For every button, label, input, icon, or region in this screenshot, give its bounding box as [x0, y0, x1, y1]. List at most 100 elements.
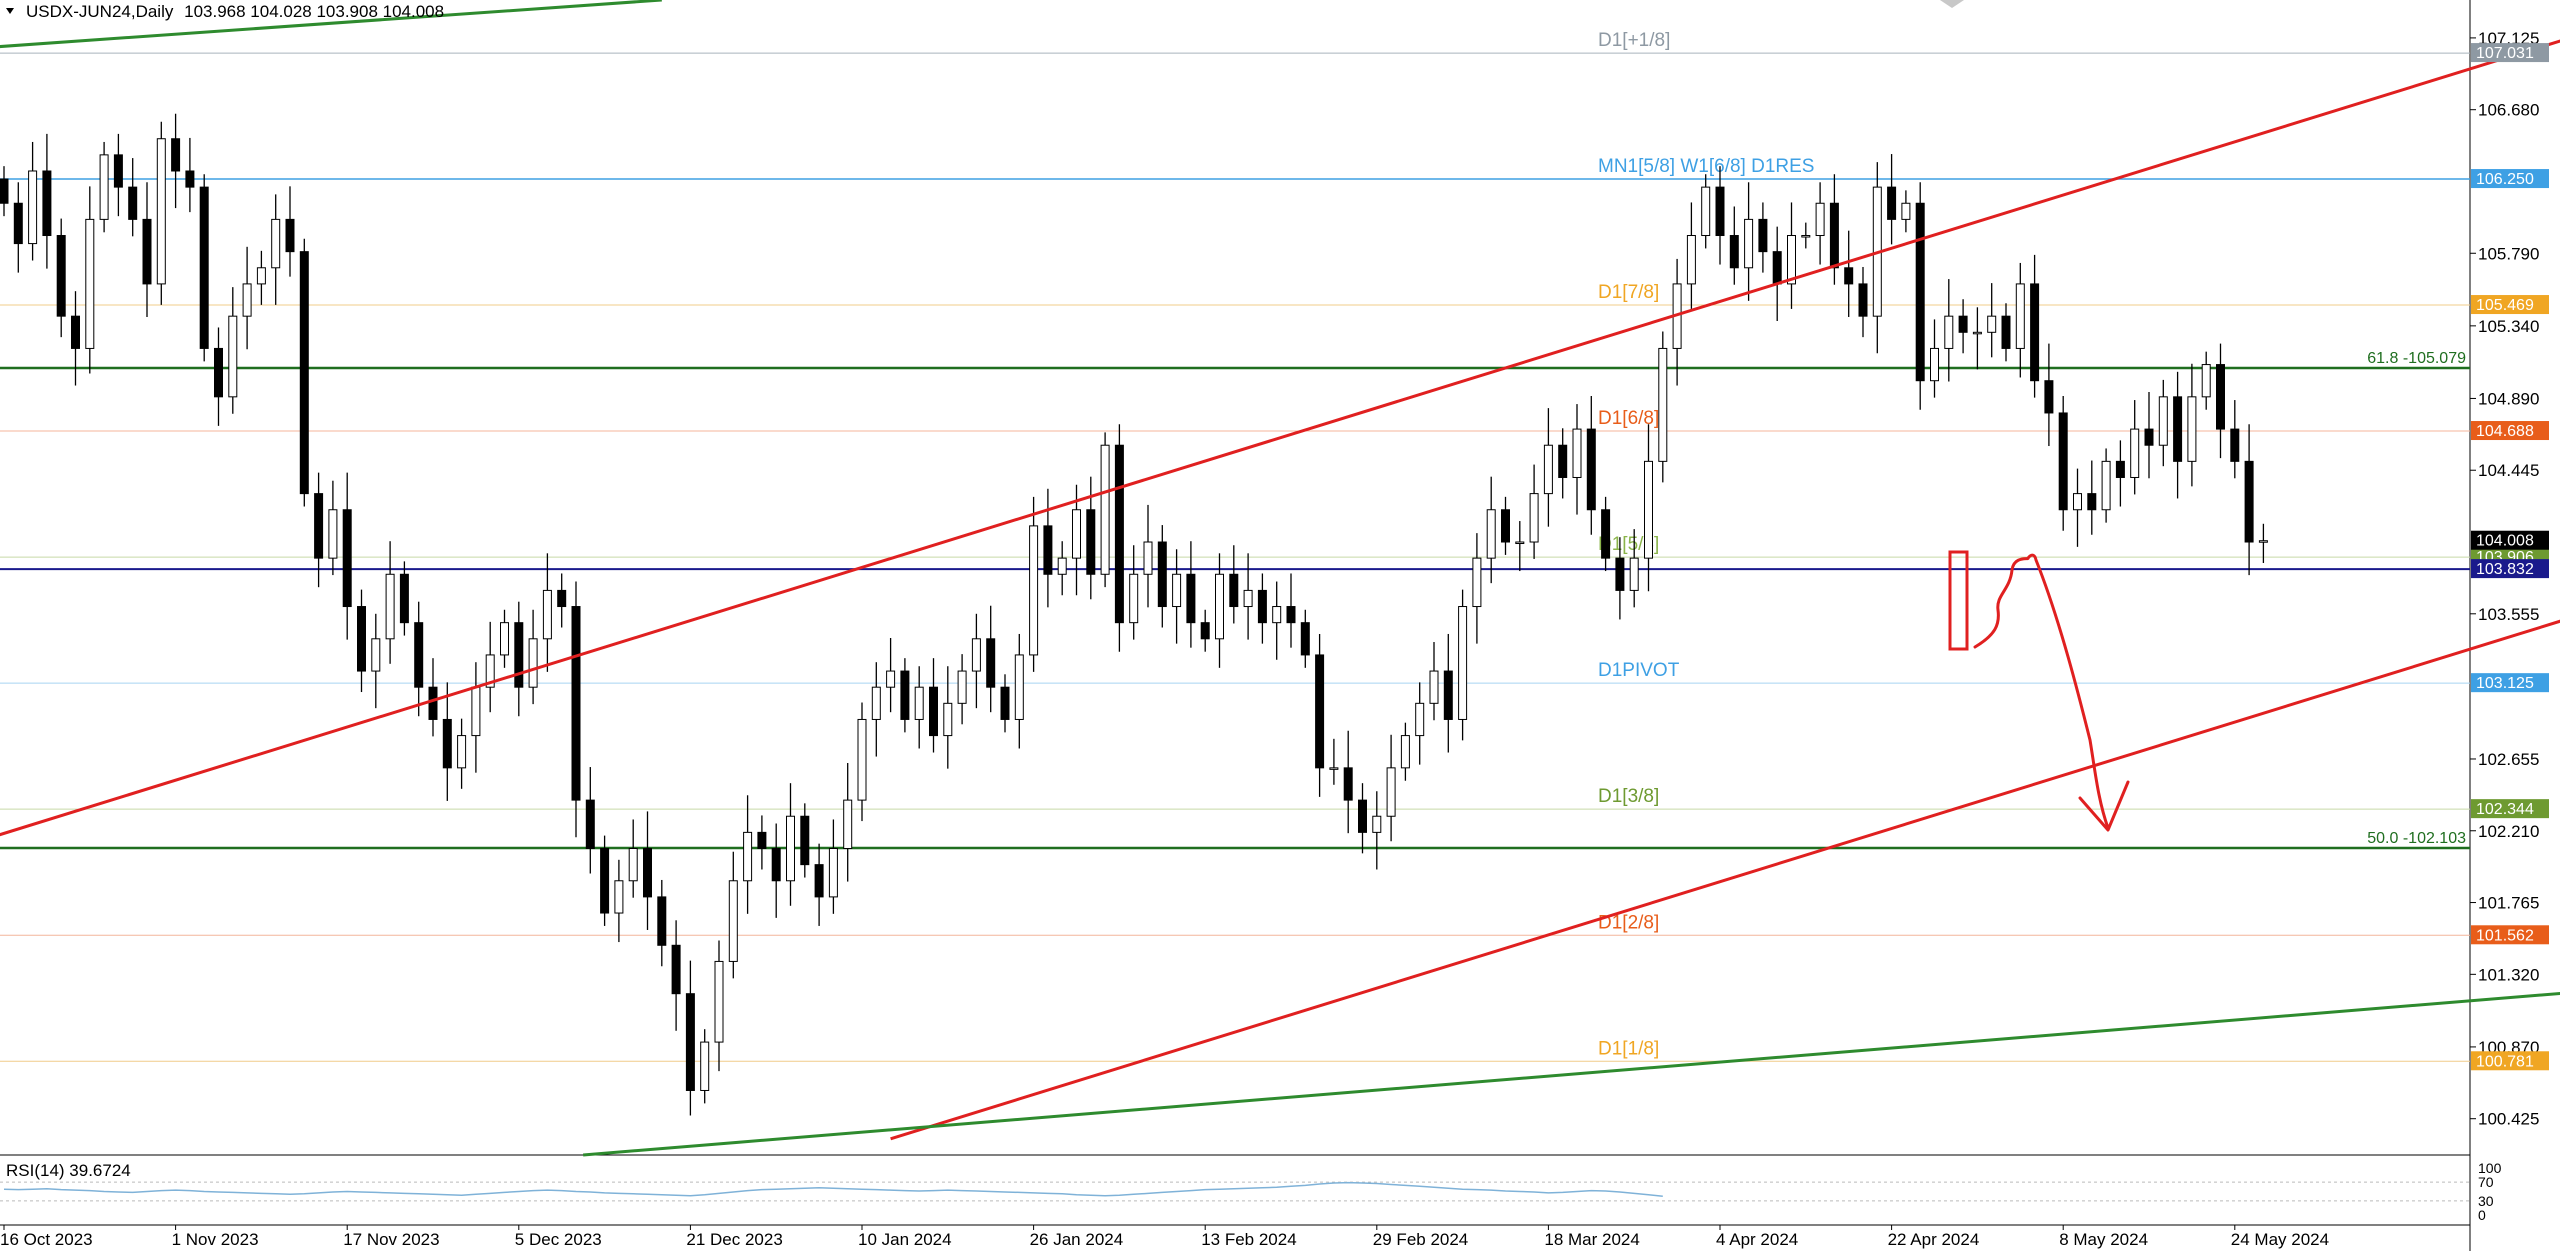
mm-level-label: D1[2/8] — [1598, 912, 1659, 933]
candle-body — [1501, 509, 1510, 543]
rsi-level-label: 30 — [2478, 1193, 2494, 1209]
candle-body — [771, 848, 781, 882]
candle-body — [1157, 541, 1167, 608]
candle-body — [85, 218, 95, 349]
candle-body — [142, 218, 152, 285]
candle-body — [128, 186, 138, 220]
candle-body — [1972, 331, 1982, 335]
candle-body — [2044, 380, 2054, 414]
candle-body — [628, 848, 638, 882]
ohlc-values: 103.968 104.028 103.908 104.008 — [184, 2, 444, 21]
candle-body — [1229, 573, 1239, 608]
candle-body — [743, 831, 753, 882]
candle-body — [1400, 735, 1410, 769]
candle-body — [700, 1041, 710, 1091]
candle-body — [1515, 541, 1525, 545]
price-tag-text: 107.031 — [2476, 45, 2534, 62]
candle-body — [871, 686, 881, 720]
candle-body — [1086, 509, 1096, 575]
y-tick-label: 104.445 — [2478, 461, 2539, 480]
candle-body — [914, 686, 924, 720]
candle-body — [1801, 235, 1811, 238]
candle-body — [2230, 428, 2240, 462]
candle-body — [2001, 315, 2011, 349]
candle-body — [2144, 428, 2154, 446]
y-tick-label: 103.555 — [2478, 605, 2539, 624]
candle-body — [1343, 767, 1353, 801]
candle-body — [1458, 606, 1468, 720]
candle-body — [2015, 283, 2025, 349]
rsi-level-label: 100 — [2478, 1160, 2502, 1176]
candle-body — [1887, 186, 1897, 220]
candle-body — [357, 606, 366, 672]
candle-body — [1272, 606, 1282, 624]
candle-body — [1586, 428, 1596, 511]
candle-body — [585, 799, 595, 850]
candle-body — [757, 831, 767, 850]
candle-body — [271, 218, 281, 269]
candle-body — [1014, 654, 1024, 720]
candle-body — [2187, 396, 2197, 462]
forecast-box — [1948, 550, 1969, 651]
candle-body — [1100, 444, 1110, 575]
price-tag-bg — [2471, 530, 2549, 550]
candle-body — [1930, 347, 1939, 382]
rsi-line — [3, 1181, 1663, 1197]
collapse-triangle-icon[interactable] — [6, 8, 14, 14]
candle-body — [1243, 589, 1253, 608]
candle-body — [1829, 202, 1839, 269]
candle-body — [1315, 654, 1325, 769]
candle-body — [500, 622, 509, 656]
price-tags: 107.031106.250105.469104.688103.906103.1… — [2471, 43, 2549, 1071]
candle-body — [314, 493, 324, 559]
x-tick-label: 10 Jan 2024 — [858, 1230, 952, 1249]
candle-body — [1358, 799, 1367, 833]
candle-body — [685, 993, 695, 1091]
candle-body — [814, 864, 824, 898]
x-tick-label: 18 Mar 2024 — [1544, 1230, 1639, 1249]
candle-body — [843, 799, 853, 850]
y-tick-label: 100.425 — [2478, 1110, 2539, 1129]
y-tick-label: 101.765 — [2478, 894, 2539, 913]
candle-body — [1629, 557, 1639, 591]
candle-body — [786, 815, 795, 882]
candle-body — [2101, 460, 2111, 511]
trendlines[interactable] — [0, 0, 2560, 1157]
candle-body — [657, 896, 667, 946]
mm-level-label: D1PIVOT — [1598, 660, 1680, 681]
y-tick-label: 105.340 — [2478, 317, 2539, 336]
y-tick-label: 105.790 — [2478, 244, 2539, 263]
candle-body — [1844, 267, 1854, 285]
candle-body — [857, 718, 867, 801]
time-axis[interactable]: 16 Oct 2023 1 Nov 2023 17 Nov 2023 5 Dec 20… — [0, 1225, 2329, 1249]
fib-level-label: 50.0 -102.103 — [2367, 830, 2466, 847]
candle-body — [1543, 444, 1553, 495]
candle-body — [99, 154, 109, 220]
candle-body — [1114, 444, 1124, 624]
candle-body — [1386, 767, 1396, 817]
candle-body — [528, 638, 538, 688]
candle-body — [1215, 573, 1224, 640]
x-tick-label: 24 May 2024 — [2231, 1230, 2329, 1249]
candle-body — [1057, 557, 1067, 575]
price-tag-bg — [2471, 673, 2549, 693]
x-tick-label: 17 Nov 2023 — [343, 1230, 439, 1249]
candle-body — [2201, 364, 2211, 398]
candle-body — [1744, 218, 1754, 269]
candle-body — [1758, 218, 1768, 253]
candle-body — [485, 654, 495, 688]
candle-body — [1443, 670, 1453, 720]
candle-body — [986, 638, 996, 688]
x-tick-label: 4 Apr 2024 — [1716, 1230, 1798, 1249]
x-tick-label: 5 Dec 2023 — [515, 1230, 602, 1249]
price-tag-bg — [2471, 169, 2549, 189]
candle-body — [900, 670, 910, 720]
candle-body — [156, 138, 166, 285]
candle-body — [2258, 540, 2268, 543]
price-tag-text: 101.562 — [2476, 927, 2534, 944]
price-axis[interactable]: 107.125106.680105.790105.340104.890104.4… — [2470, 29, 2539, 1129]
candle-body — [2115, 460, 2125, 478]
price-tag-bg — [2471, 559, 2549, 579]
rsi-level-label: 70 — [2478, 1174, 2494, 1190]
